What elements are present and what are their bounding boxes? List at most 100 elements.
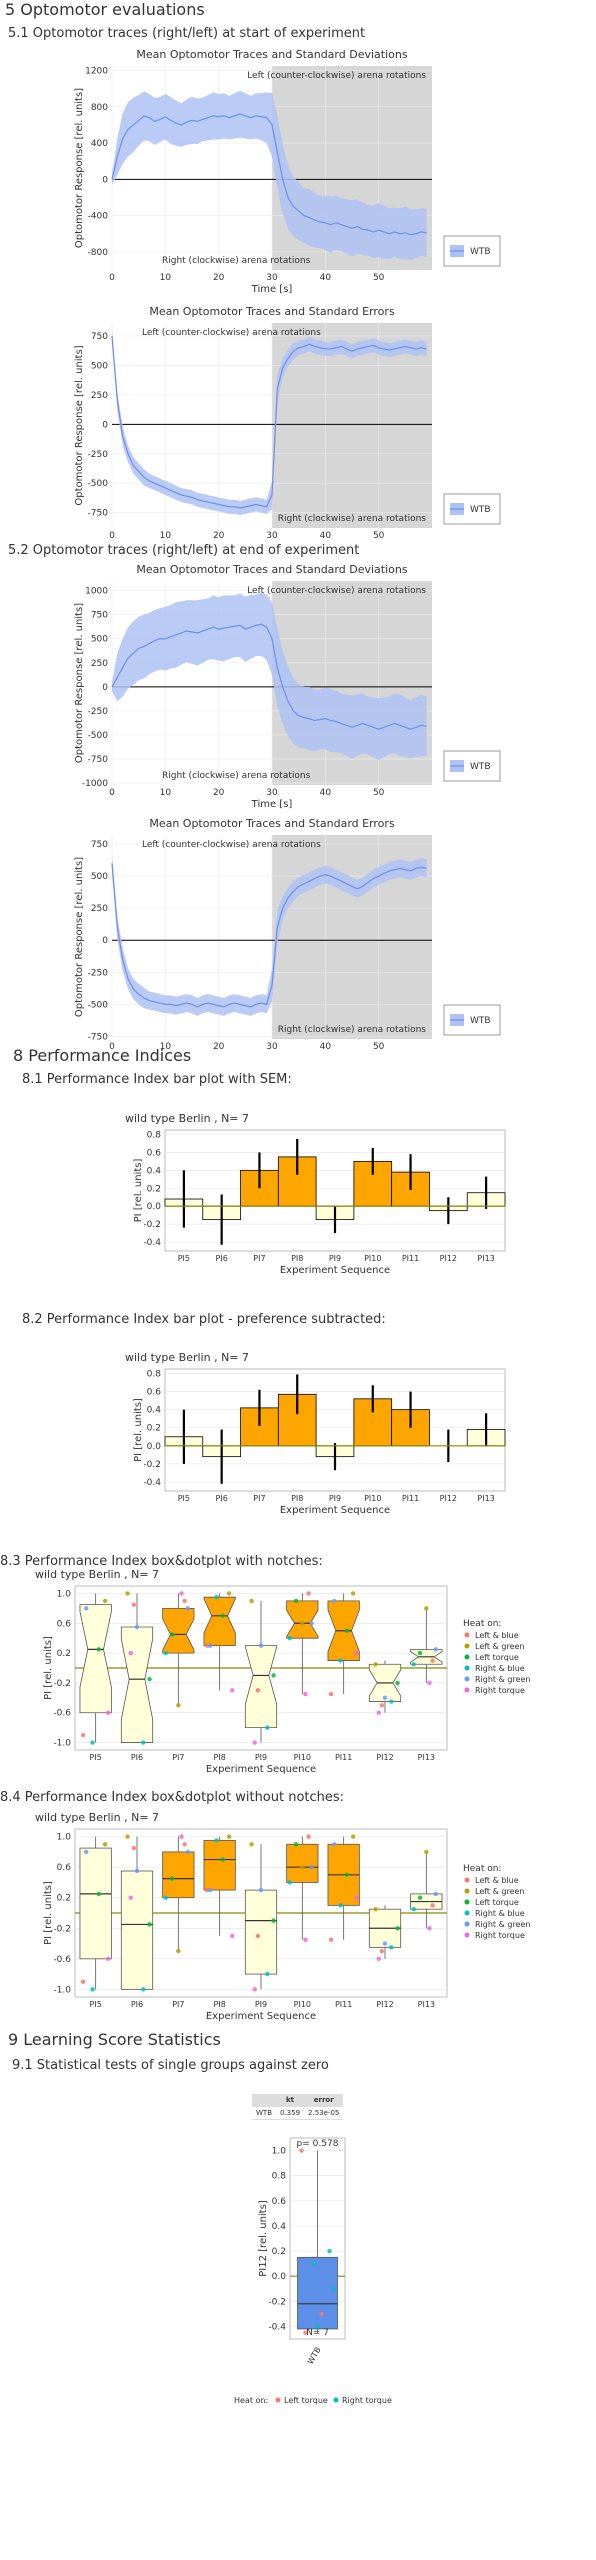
y-axis-label: Optomotor Response [rel. units] bbox=[74, 603, 85, 763]
legend-title: Heat on: bbox=[234, 2396, 268, 2405]
annotation: Right (clockwise) arena rotations bbox=[162, 256, 311, 266]
box bbox=[79, 1847, 112, 1960]
data-point bbox=[389, 1699, 394, 1704]
data-point bbox=[265, 1971, 270, 1977]
x-tick-label: PI9 bbox=[329, 1494, 341, 1503]
box bbox=[203, 1840, 236, 1891]
legend-label: WTB bbox=[470, 247, 491, 257]
legend-dot bbox=[464, 1921, 470, 1927]
y-tick-label: 0.4 bbox=[147, 1166, 162, 1176]
y-tick-label: -1.0 bbox=[53, 1739, 71, 1749]
y-axis-label: PI [rel. units] bbox=[133, 1159, 144, 1223]
x-tick-label: PI7 bbox=[253, 1494, 265, 1503]
y-tick-label: 250 bbox=[91, 659, 108, 669]
data-point bbox=[376, 1956, 381, 1962]
data-point bbox=[327, 2248, 332, 2254]
legend-dot bbox=[464, 1676, 470, 1682]
data-point bbox=[306, 1591, 311, 1596]
x-tick-label: PI9 bbox=[255, 1753, 267, 1762]
y-axis-label: Optomotor Response [rel. units] bbox=[74, 857, 85, 1017]
x-tick-label: PI8 bbox=[214, 2000, 226, 2009]
data-point bbox=[332, 1842, 337, 1847]
x-tick-label: PI8 bbox=[291, 1494, 303, 1503]
notched-box bbox=[203, 1596, 236, 1647]
heading: 5 Optomotor evaluations bbox=[5, 0, 205, 19]
data-point bbox=[287, 1635, 292, 1641]
data-point bbox=[134, 1624, 140, 1630]
data-point bbox=[309, 1864, 314, 1870]
y-tick-label: -250 bbox=[88, 707, 109, 717]
y-tick-label: 0.6 bbox=[57, 1619, 72, 1629]
data-point bbox=[373, 1662, 378, 1667]
data-point bbox=[303, 2330, 308, 2335]
x-tick-label: 30 bbox=[266, 273, 278, 283]
x-tick-label: PI6 bbox=[216, 1494, 228, 1503]
trace-line bbox=[111, 623, 427, 730]
data-point bbox=[300, 1621, 305, 1626]
x-tick-label: PI13 bbox=[477, 1494, 494, 1503]
x-tick-label: 30 bbox=[266, 531, 278, 541]
data-point bbox=[258, 1643, 264, 1648]
y-tick-label: 0.0 bbox=[147, 1202, 162, 1212]
x-tick-label: PI11 bbox=[335, 2000, 352, 2009]
y-tick-label: 0.2 bbox=[272, 2247, 286, 2257]
x-tick-label: PI11 bbox=[402, 1494, 419, 1503]
data-point bbox=[252, 1987, 257, 1992]
y-tick-label: -1000 bbox=[82, 779, 108, 789]
y-tick-label: -250 bbox=[88, 450, 109, 460]
legend-label: Right torque bbox=[475, 1686, 525, 1695]
y-tick-label: 0.4 bbox=[272, 2222, 287, 2232]
data-point bbox=[331, 2286, 336, 2291]
y-tick-label: 0.6 bbox=[147, 1148, 162, 1158]
legend-label: WTB bbox=[470, 505, 491, 515]
data-point bbox=[303, 1937, 308, 1942]
chart-title: wild type Berlin , N= 7 bbox=[125, 1112, 249, 1125]
notched-box bbox=[244, 1645, 278, 1729]
x-tick-label: PI10 bbox=[364, 1254, 381, 1263]
annotation: p= 0.578 bbox=[297, 2139, 339, 2149]
legend-label: Left & green bbox=[475, 1887, 524, 1896]
data-point bbox=[376, 1710, 381, 1715]
x-tick-label: PI5 bbox=[178, 1494, 190, 1503]
y-tick-label: 0 bbox=[102, 420, 108, 430]
legend-dot bbox=[464, 1910, 470, 1916]
x-tick-label: PI6 bbox=[216, 1254, 228, 1263]
cell: 0.359 bbox=[276, 2106, 305, 2120]
x-tick-label: PI11 bbox=[402, 1254, 419, 1263]
box bbox=[244, 1889, 278, 1975]
legend-title: Heat on: bbox=[463, 1619, 501, 1629]
y-tick-label: 1.0 bbox=[272, 2147, 287, 2157]
chart-title: wild type Berlin , N= 7 bbox=[35, 1811, 159, 1824]
x-tick-label: PI12 bbox=[376, 1753, 393, 1762]
data-point bbox=[182, 1842, 187, 1847]
y-tick-label: 0 bbox=[102, 936, 108, 946]
legend-dot bbox=[464, 1877, 470, 1883]
notched-box bbox=[286, 1600, 319, 1639]
data-point bbox=[226, 1591, 232, 1596]
data-point bbox=[287, 1880, 292, 1885]
data-point bbox=[147, 1676, 152, 1682]
x-tick-label: PI10 bbox=[294, 1753, 311, 1762]
x-tick-label: PI5 bbox=[90, 2000, 102, 2009]
data-point bbox=[350, 1834, 356, 1839]
y-tick-label: 500 bbox=[91, 635, 108, 645]
table-header: kt error bbox=[252, 2094, 344, 2107]
y-tick-label: -0.2 bbox=[143, 1460, 161, 1470]
cell: WTB bbox=[252, 2106, 276, 2120]
data-point bbox=[427, 1926, 432, 1931]
y-tick-label: 0.0 bbox=[272, 2272, 287, 2282]
data-point bbox=[350, 1591, 356, 1596]
data-point bbox=[249, 1598, 254, 1604]
y-tick-label: 0.2 bbox=[147, 1184, 161, 1194]
y-tick-label: 0.8 bbox=[147, 1370, 162, 1380]
y-tick-label: 0.6 bbox=[57, 1863, 72, 1873]
notched-box bbox=[79, 1604, 112, 1714]
data-point bbox=[319, 2311, 324, 2317]
data-point bbox=[255, 1933, 261, 1939]
data-point bbox=[303, 1691, 308, 1697]
data-point bbox=[411, 1662, 416, 1667]
data-point bbox=[249, 1842, 254, 1847]
x-axis-label: Experiment Sequence bbox=[280, 1505, 390, 1516]
y-tick-label: -1.0 bbox=[53, 1985, 71, 1995]
